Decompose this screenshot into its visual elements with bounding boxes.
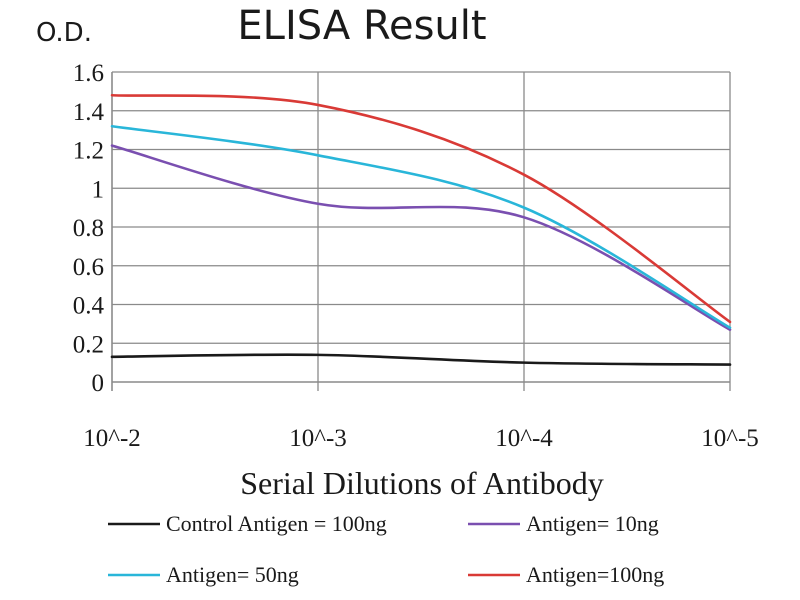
grid [111, 71, 731, 391]
y-axis-label: O.D. [36, 18, 92, 48]
y-tick-label: 1.2 [73, 138, 104, 165]
series-line-1 [110, 144, 732, 331]
y-tick-label: 1 [92, 176, 105, 203]
series-line-3 [110, 93, 732, 324]
legend-label-0: Control Antigen = 100ng [166, 511, 387, 536]
x-tick-label: 10^-5 [701, 425, 759, 452]
legend: Control Antigen = 100ng Antigen= 10ng Anti… [108, 511, 664, 587]
y-tick-label: 0.8 [73, 215, 104, 242]
legend-label-3: Antigen=100ng [526, 562, 664, 587]
y-tick-label: 0.2 [73, 331, 104, 358]
y-tick-label: 0 [92, 370, 105, 397]
legend-label-1: Antigen= 10ng [526, 511, 659, 536]
x-tick-label: 10^-3 [289, 425, 347, 452]
x-tick-label: 10^-2 [83, 425, 141, 452]
y-tick-label: 1.6 [73, 60, 104, 87]
series-line-2 [110, 124, 732, 330]
y-tick-label: 0.6 [73, 254, 104, 281]
legend-label-2: Antigen= 50ng [166, 562, 299, 587]
y-tick-label: 1.4 [73, 99, 105, 126]
x-tick-labels: 10^-2 10^-3 10^-4 10^-5 [83, 425, 759, 452]
y-tick-label: 0.4 [73, 293, 105, 320]
x-tick-label: 10^-4 [495, 425, 553, 452]
y-tick-labels: 0 0.2 0.4 0.6 0.8 1 1.2 1.4 1.6 [73, 60, 105, 397]
chart-title: ELISA Result [237, 3, 486, 49]
series-line-0 [110, 353, 732, 366]
x-axis-label: Serial Dilutions of Antibody [240, 465, 604, 501]
series-lines [110, 93, 732, 366]
